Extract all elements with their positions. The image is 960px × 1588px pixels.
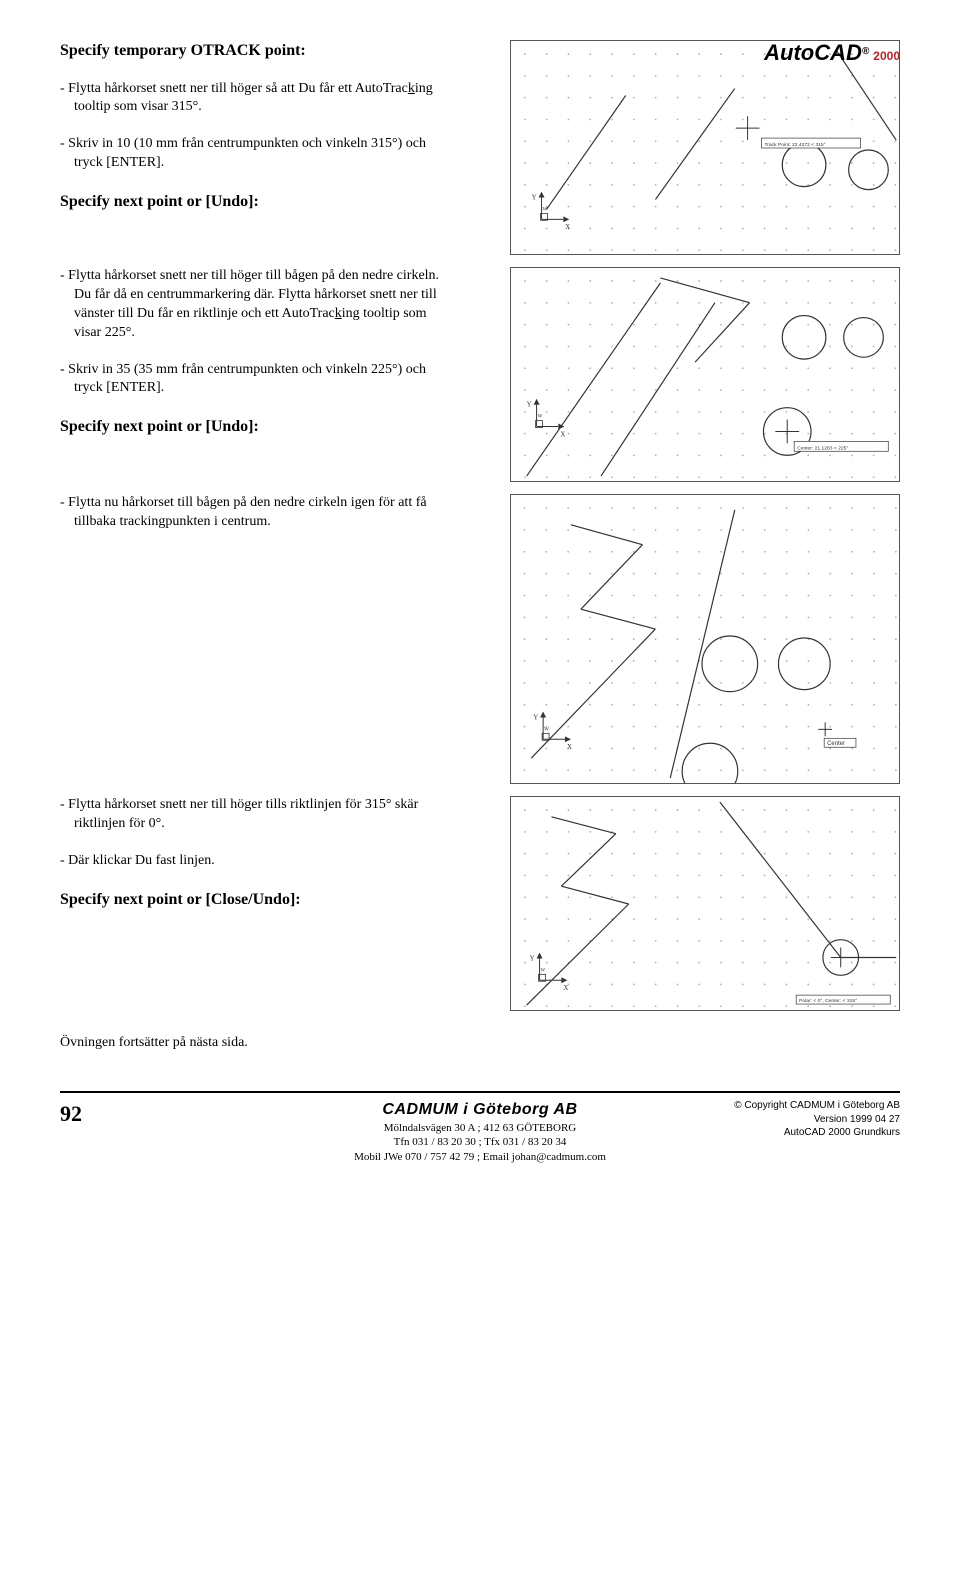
svg-text:X: X [563,985,568,992]
svg-text:Y: Y [533,713,538,721]
prompt-close-undo: Specify next point or [Close/Undo]: [60,889,440,911]
prompt-next-undo: Specify next point or [Undo]: [60,191,440,213]
svg-text:Center: Center [827,741,845,747]
svg-text:W: W [544,727,549,732]
figure-4: X Y W Polar: < 0°, Center: < 315° [510,796,900,1011]
page-footer: 92 CADMUM i Göteborg AB Mölndalsvägen 30… [60,1091,900,1165]
svg-text:Polar: < 0°, Center: < 315°: Polar: < 0°, Center: < 315° [799,998,857,1004]
figure-1: X Y W Track Point: 22.4272 < 315° [510,40,900,255]
figure-2: X Y W Center: 21.1283 < 225° [510,267,900,482]
svg-text:W: W [541,968,546,973]
version: Version 1999 04 27 [734,1113,900,1127]
svg-text:X: X [565,224,570,231]
figure-3: X Y W Center [510,494,900,784]
company-mobile: Mobil JWe 070 / 757 42 79 ; Email johan@… [60,1150,900,1165]
logo-brand: AutoCAD [764,40,862,66]
logo: AutoCAD® 2000 [764,40,900,66]
svg-text:W: W [543,207,548,212]
svg-text:Track Point: 22.4272 < 315°: Track Point: 22.4272 < 315° [764,142,825,148]
svg-text:Center: 21.1283 < 225°: Center: 21.1283 < 225° [797,445,848,451]
svg-text:X: X [567,743,572,751]
copyright: © Copyright CADMUM i Göteborg AB [734,1099,900,1113]
svg-text:Y: Y [527,402,532,409]
registered-icon: ® [862,46,869,57]
step-text: - Skriv in 35 (35 mm från centrumpunkten… [60,361,440,399]
svg-text:W: W [538,415,543,420]
step-text: - Flytta nu hårkorset till bågen på den … [60,494,440,532]
continuation-text: Övningen fortsätter på nästa sida. [60,1035,900,1051]
page-number: 92 [60,1101,82,1127]
step-text: - Skriv in 10 (10 mm från centrumpunkten… [60,135,440,173]
prompt-otrack: Specify temporary OTRACK point: [60,40,440,62]
svg-text:X: X [560,431,565,438]
logo-year: 2000 [873,49,900,63]
prompt-next-undo: Specify next point or [Undo]: [60,416,440,438]
step-text: - Flytta hårkorset snett ner till höger … [60,267,440,343]
course: AutoCAD 2000 Grundkurs [734,1126,900,1140]
svg-text:Y: Y [530,955,535,962]
step-text: - Där klickar Du fast linjen. [60,852,440,871]
step-text: - Flytta hårkorset snett ner till höger … [60,80,440,118]
svg-text:Y: Y [532,195,537,202]
step-text: - Flytta hårkorset snett ner till höger … [60,796,440,834]
